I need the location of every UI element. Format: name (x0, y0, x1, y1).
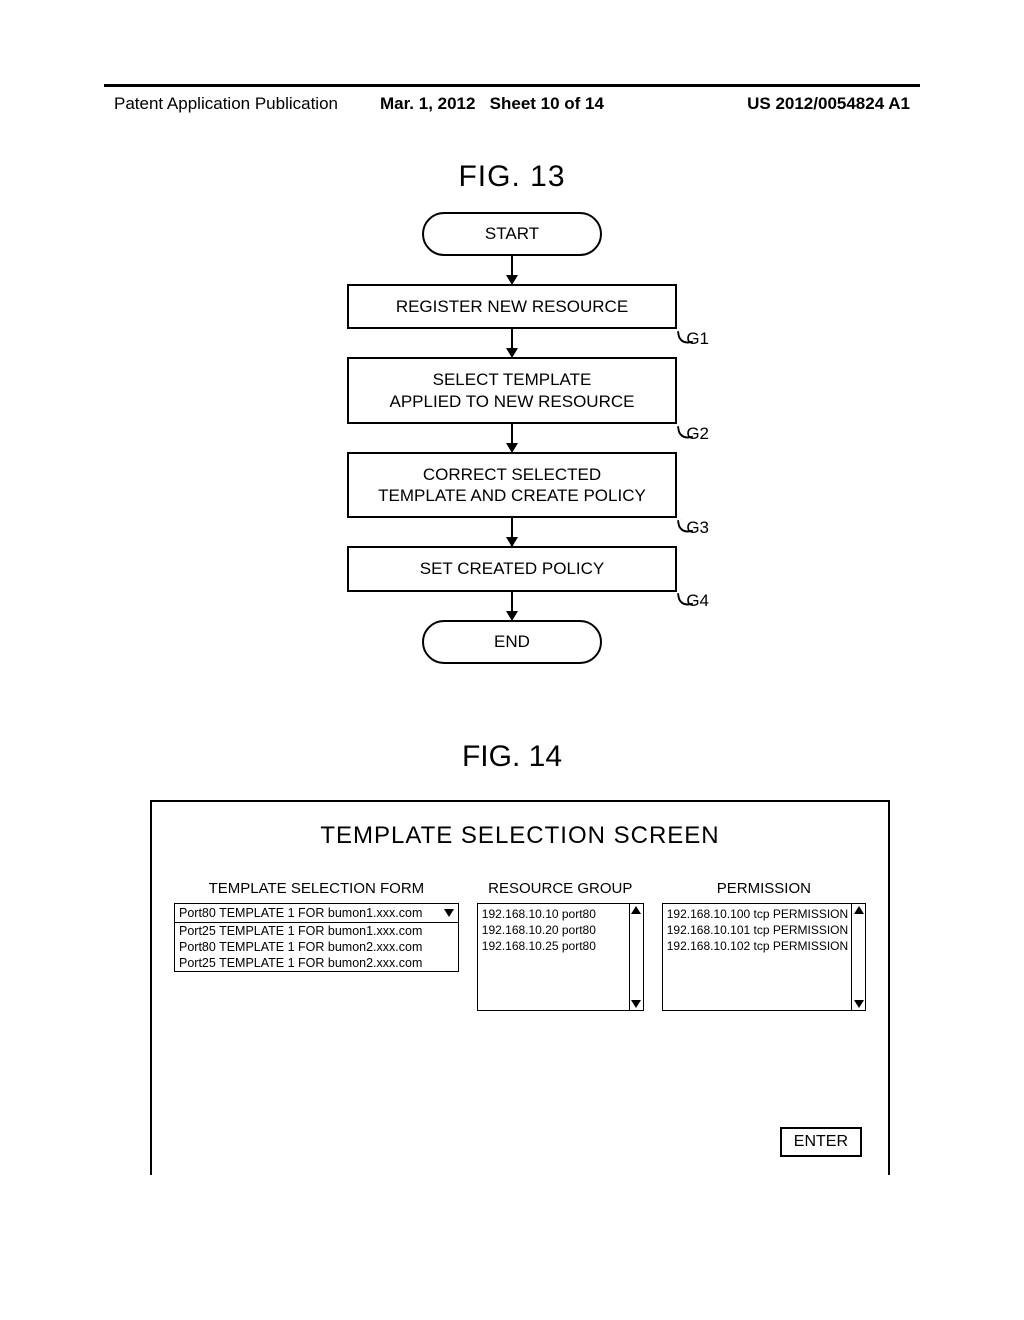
step-g4: SET CREATED POLICY G4 (347, 546, 677, 591)
arrow-icon (511, 329, 513, 357)
list-item[interactable]: 192.168.10.25 port80 (482, 938, 627, 954)
screen-columns: TEMPLATE SELECTION FORM Port80 TEMPLATE … (174, 880, 866, 1011)
header-pubno: US 2012/0054824 A1 (747, 94, 910, 114)
scroll-up-icon[interactable] (631, 906, 641, 914)
scroll-up-icon[interactable] (854, 906, 864, 914)
patent-page: Patent Application Publication Mar. 1, 2… (0, 0, 1024, 1320)
list-item[interactable]: 192.168.10.100 tcp PERMISSION (667, 906, 849, 922)
scroll-down-icon[interactable] (631, 1000, 641, 1008)
end-terminator: END (422, 620, 602, 664)
resource-column: RESOURCE GROUP 192.168.10.10 port80 192.… (477, 880, 644, 1011)
header-sheet: Sheet 10 of 14 (490, 94, 604, 113)
template-column: TEMPLATE SELECTION FORM Port80 TEMPLATE … (174, 880, 459, 1011)
screen-title: TEMPLATE SELECTION SCREEN (174, 822, 866, 850)
step-text: REGISTER NEW RESOURCE (396, 297, 628, 316)
arrow-icon (511, 518, 513, 546)
arrow-icon (511, 256, 513, 284)
template-col-label: TEMPLATE SELECTION FORM (174, 880, 459, 897)
template-dropdown[interactable]: Port80 TEMPLATE 1 FOR bumon1.xxx.com Por… (174, 903, 459, 972)
flow-column: START REGISTER NEW RESOURCE G1 SELECT TE… (0, 212, 1024, 664)
step-text: SELECT TEMPLATE APPLIED TO NEW RESOURCE (390, 370, 635, 410)
scrollbar[interactable] (851, 904, 865, 1010)
step-g1: REGISTER NEW RESOURCE G1 (347, 284, 677, 329)
start-terminator: START (422, 212, 602, 256)
step-label: G2 (686, 423, 709, 444)
dropdown-option[interactable]: Port80 TEMPLATE 1 FOR bumon2.xxx.com (175, 939, 458, 955)
end-label: END (494, 632, 530, 652)
header-rule (104, 84, 920, 87)
fig13-title: FIG. 13 (0, 160, 1024, 194)
header-left: Patent Application Publication (114, 94, 338, 114)
enter-label: ENTER (794, 1133, 848, 1150)
start-label: START (485, 224, 539, 244)
arrow-icon (511, 424, 513, 452)
step-text: SET CREATED POLICY (420, 559, 605, 578)
permission-col-label: PERMISSION (662, 880, 866, 897)
dropdown-option[interactable]: Port25 TEMPLATE 1 FOR bumon2.xxx.com (175, 955, 458, 971)
step-g2: SELECT TEMPLATE APPLIED TO NEW RESOURCE … (347, 357, 677, 424)
list-item[interactable]: 192.168.10.10 port80 (482, 906, 627, 922)
step-text: CORRECT SELECTED TEMPLATE AND CREATE POL… (378, 465, 646, 505)
dropdown-selected[interactable]: Port80 TEMPLATE 1 FOR bumon1.xxx.com (175, 904, 458, 923)
fig13-flowchart: FIG. 13 START REGISTER NEW RESOURCE G1 S… (0, 160, 1024, 664)
enter-button[interactable]: ENTER (780, 1127, 862, 1157)
dropdown-option[interactable]: Port25 TEMPLATE 1 FOR bumon1.xxx.com (175, 923, 458, 939)
list-item[interactable]: 192.168.10.102 tcp PERMISSION (667, 938, 849, 954)
list-item[interactable]: 192.168.10.101 tcp PERMISSION (667, 922, 849, 938)
step-label: G1 (686, 328, 709, 349)
step-label: G4 (686, 590, 709, 611)
header-date-sheet: Mar. 1, 2012 Sheet 10 of 14 (380, 94, 604, 114)
scroll-down-icon[interactable] (854, 1000, 864, 1008)
step-label: G3 (686, 517, 709, 538)
resource-col-label: RESOURCE GROUP (477, 880, 644, 897)
scrollbar[interactable] (629, 904, 643, 1010)
fig14-title: FIG. 14 (0, 740, 1024, 774)
chevron-down-icon (444, 909, 454, 917)
arrow-icon (511, 592, 513, 620)
template-selection-screen: TEMPLATE SELECTION SCREEN TEMPLATE SELEC… (150, 800, 890, 1175)
list-item[interactable]: 192.168.10.20 port80 (482, 922, 627, 938)
step-g3: CORRECT SELECTED TEMPLATE AND CREATE POL… (347, 452, 677, 519)
permission-column: PERMISSION 192.168.10.100 tcp PERMISSION… (662, 880, 866, 1011)
permission-listbox[interactable]: 192.168.10.100 tcp PERMISSION 192.168.10… (662, 903, 866, 1011)
selected-text: Port80 TEMPLATE 1 FOR bumon1.xxx.com (179, 906, 422, 920)
resource-listbox[interactable]: 192.168.10.10 port80 192.168.10.20 port8… (477, 903, 644, 1011)
header-date: Mar. 1, 2012 (380, 94, 475, 113)
